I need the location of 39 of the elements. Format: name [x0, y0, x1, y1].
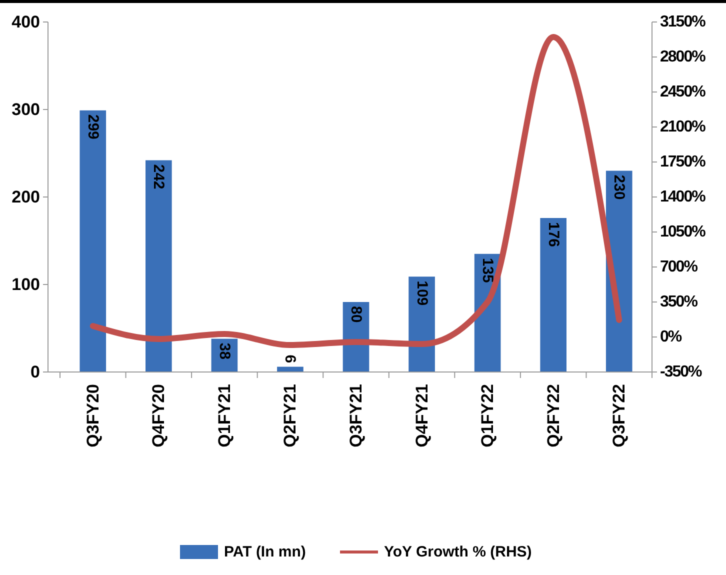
y2-tick-label: 1050%	[660, 224, 706, 240]
y2-tick-label: 1400%	[660, 188, 706, 206]
data-label: 109	[413, 280, 430, 306]
x-tick-label: Q3FY20	[83, 384, 102, 448]
x-tick-label: Q1FY22	[478, 384, 498, 448]
y2-tick-label: 3150%	[660, 14, 706, 30]
y2-tick-label: 1750%	[660, 154, 706, 170]
data-label: 38	[216, 342, 233, 360]
y-tick-label: 200	[12, 188, 40, 206]
x-tick-label: Q4FY21	[412, 384, 432, 448]
bar	[540, 218, 566, 372]
y2-tick-label: 0%	[660, 328, 682, 346]
y2-tick-label: 2800%	[660, 48, 706, 66]
y-tick-label: 100	[12, 275, 40, 294]
x-tick-label: Q3FY21	[346, 384, 366, 448]
x-tick-label: Q2FY22	[544, 384, 563, 448]
y2-tick-label: 2100%	[660, 118, 706, 136]
x-tick-label: Q1FY21	[214, 384, 234, 448]
bar	[146, 160, 172, 372]
x-tick-label: Q4FY20	[149, 384, 168, 448]
y2-tick-label: 350%	[660, 294, 698, 310]
bar	[80, 110, 106, 372]
x-tick-label: Q2FY21	[280, 384, 300, 448]
y-tick-label: 0	[30, 362, 40, 382]
data-label: 80	[348, 306, 364, 323]
y2-tick-label: 700%	[660, 258, 698, 276]
data-label: 230	[610, 174, 628, 200]
data-label: 135	[479, 258, 496, 283]
y-tick-label: 400	[12, 12, 40, 32]
data-label: 242	[150, 164, 168, 190]
data-label: 6	[282, 354, 299, 364]
x-tick-label: Q3FY22	[610, 384, 629, 448]
data-label: 299	[84, 114, 102, 140]
legend-label: YoY Growth % (RHS)	[384, 544, 532, 560]
data-label: 176	[544, 222, 562, 248]
y2-tick-label: 2450%	[660, 84, 706, 100]
legend-label: PAT (In mn)	[224, 544, 306, 560]
y2-tick-label: -350%	[660, 364, 702, 380]
y-tick-label: 300	[12, 100, 40, 119]
